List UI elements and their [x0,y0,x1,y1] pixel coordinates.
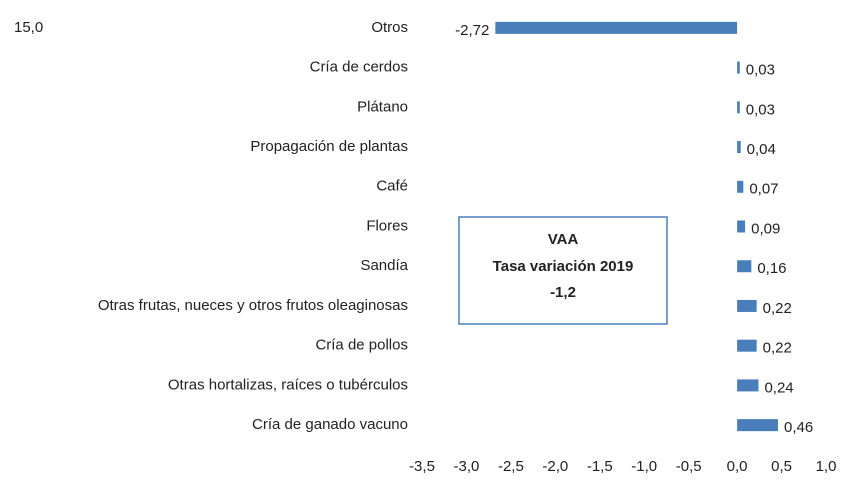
bar [737,61,740,74]
y-tick-label: Otros [371,19,408,36]
x-tick-label: 0,5 [771,458,792,475]
box-frame [458,216,668,325]
value-label: 0,16 [757,260,786,277]
x-tick-label: -3,0 [454,458,480,475]
x-tick-label: 1,0 [816,458,837,475]
bar [737,339,757,352]
x-tick-label: 0,0 [727,458,748,475]
y-tick-label: Otras frutas, nueces y otros frutos olea… [98,297,408,314]
box-line: -1,2 [550,284,576,301]
x-tick-label: -1,5 [587,458,613,475]
value-label: 0,07 [749,181,778,198]
value-label: -2,72 [455,22,489,39]
bar [737,379,759,392]
value-label: 0,03 [746,101,775,118]
y-tick-label: Café [376,178,408,195]
bar [737,220,746,233]
bar [737,141,741,154]
x-tick-label: -2,0 [542,458,568,475]
value-label: 0,03 [746,62,775,79]
y-tick-label: Cría de ganado vacuno [252,416,408,433]
text-box: VAA Tasa variación 2019 -1,2 [458,216,668,325]
bar [495,21,738,34]
y-tick-label: Otras hortalizas, raíces o tubérculos [168,376,408,393]
value-label: 0,22 [763,340,792,357]
value-label: 0,22 [763,300,792,317]
x-tick-label: -0,5 [676,458,702,475]
box-line: Tasa variación 2019 [493,258,634,275]
box-line: VAA [548,231,579,248]
value-label: 0,24 [764,379,793,396]
bar [737,101,740,114]
value-label: 0,04 [747,141,776,158]
annotation: 15,0 [14,19,43,36]
y-tick-label: Cría de pollos [315,337,408,354]
y-tick-label: Plátano [357,98,408,115]
value-label: 0,09 [751,220,780,237]
y-tick-label: Flores [366,217,408,234]
value-label: 0,46 [784,419,813,436]
bar [737,299,757,312]
x-tick-label: -3,5 [409,458,435,475]
y-tick-label: Propagación de plantas [250,138,408,155]
y-tick-label: Sandía [360,257,408,274]
bar [737,260,752,273]
x-tick-label: -1,0 [631,458,657,475]
bar [737,180,744,193]
y-tick-label: Cría de cerdos [310,59,408,76]
x-tick-label: -2,5 [498,458,524,475]
bar [737,419,778,432]
